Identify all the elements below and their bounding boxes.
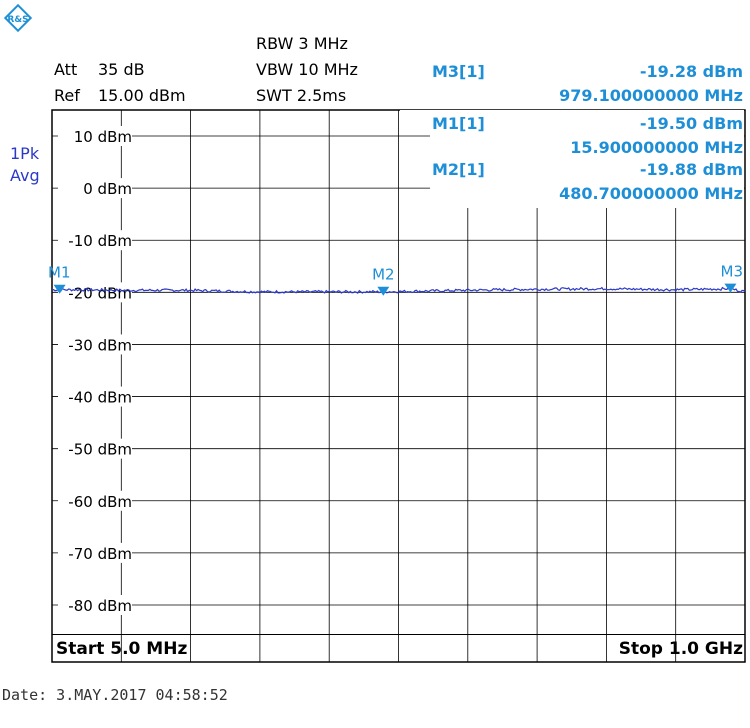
att-value: 35 dB xyxy=(98,60,145,79)
marker-m1-freq: 15.900000000 MHz xyxy=(570,138,743,157)
y-tick-label: -80 dBm xyxy=(68,597,132,615)
trace-mode-detector: 1Pk xyxy=(10,144,40,163)
y-tick-label: -70 dBm xyxy=(68,545,132,563)
y-tick-label-backing xyxy=(58,230,132,251)
att-label: Att xyxy=(54,60,78,79)
marker-label-m2: M2 xyxy=(372,266,395,284)
vbw-setting: VBW 10 MHz xyxy=(256,60,358,79)
y-tick-label: -60 dBm xyxy=(68,493,132,511)
y-tick-label-backing xyxy=(58,386,132,407)
marker-m2-name: M2[1] xyxy=(432,160,485,179)
marker-readout-corner xyxy=(400,110,432,132)
marker-m1-name: M1[1] xyxy=(432,114,485,133)
start-frequency: Start 5.0 MHz xyxy=(56,639,188,659)
capture-date: Date: 3.MAY.2017 04:58:52 xyxy=(2,686,228,704)
swt-setting: SWT 2.5ms xyxy=(256,86,347,105)
marker-m3-name: M3[1] xyxy=(432,62,485,81)
y-tick-label-backing xyxy=(58,438,132,459)
spectrum-trace xyxy=(51,286,746,294)
y-axis-ticks: 10 dBm 0 dBm -10 dBm -20 dBm -30 dBm -40 dBm -… xyxy=(58,126,132,615)
marker-label-m1: M1 xyxy=(48,264,71,282)
marker-m1-level: -19.50 dBm xyxy=(639,114,743,133)
y-tick-label: -30 dBm xyxy=(68,336,132,354)
frequency-axis-bar: Start 5.0 MHz Stop 1.0 GHz xyxy=(52,634,745,663)
y-tick-label-backing xyxy=(58,334,132,355)
marker-m3-level: -19.28 dBm xyxy=(639,62,743,81)
svg-text:R&S: R&S xyxy=(7,15,28,25)
y-tick-label: -50 dBm xyxy=(68,441,132,459)
marker-triangle-m3 xyxy=(724,283,737,293)
marker-m2-level: -19.88 dBm xyxy=(639,160,743,179)
stop-frequency: Stop 1.0 GHz xyxy=(618,639,743,659)
ref-value: 15.00 dBm xyxy=(98,86,186,105)
marker-m2-freq: 480.700000000 MHz xyxy=(559,184,743,203)
y-tick-label-backing xyxy=(58,595,132,615)
y-tick-label-backing xyxy=(58,490,132,511)
y-tick-label: -10 dBm xyxy=(68,232,132,250)
y-tick-label: -20 dBm xyxy=(68,284,132,302)
trace-mode-average: Avg xyxy=(10,166,40,185)
y-tick-label-backing xyxy=(58,282,132,303)
y-tick-label: 0 dBm xyxy=(83,180,132,198)
y-tick-label-backing xyxy=(58,178,132,199)
ref-label: Ref xyxy=(54,86,80,105)
marker-layer: M1 M2 M3 xyxy=(48,263,743,296)
y-tick-label-backing xyxy=(58,126,132,146)
marker-label-m3: M3 xyxy=(721,263,744,281)
rbw-setting: RBW 3 MHz xyxy=(256,34,348,53)
marker-m3-freq: 979.100000000 MHz xyxy=(559,86,743,105)
marker-readout-backing xyxy=(430,110,744,208)
y-tick-label-backing xyxy=(58,542,132,563)
rs-logo-icon: R&S xyxy=(4,4,32,32)
y-tick-label: -40 dBm xyxy=(68,389,132,407)
y-tick-label: 10 dBm xyxy=(74,128,132,146)
marker-triangle-m1 xyxy=(53,284,66,294)
marker-triangle-m2 xyxy=(377,286,390,296)
